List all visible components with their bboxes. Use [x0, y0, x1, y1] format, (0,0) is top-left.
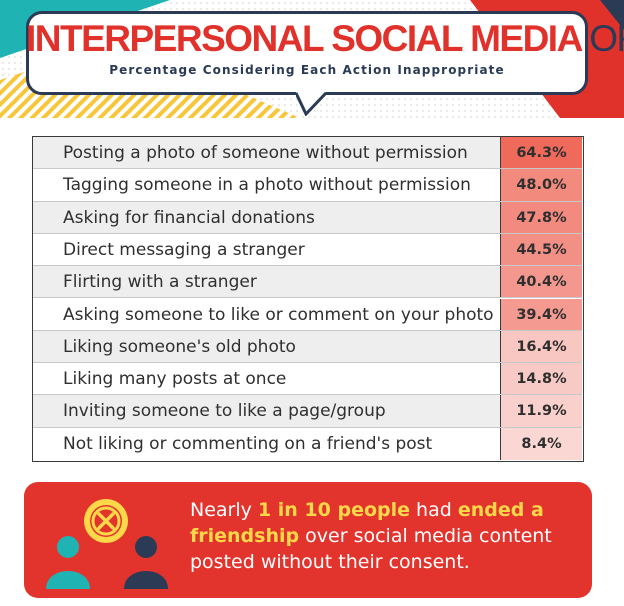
- callout-banner: Nearly 1 in 10 people had ended a friend…: [24, 482, 592, 598]
- row-value: 64.3%: [500, 137, 582, 169]
- callout-text-2: had: [410, 499, 458, 521]
- row-label: Tagging someone in a photo without permi…: [63, 175, 471, 196]
- callout-highlight-2: ended a friendship: [190, 499, 544, 547]
- row-value: 40.4%: [500, 266, 582, 298]
- row-value: 48.0%: [500, 169, 582, 201]
- row-value: 16.4%: [500, 330, 582, 363]
- row-value: 39.4%: [500, 298, 582, 330]
- row-label: Liking many posts at once: [63, 369, 287, 390]
- table-row: Asking someone to like or comment on you…: [33, 298, 582, 331]
- row-value: 47.8%: [500, 201, 582, 233]
- row-label: Flirting with a stranger: [63, 272, 257, 293]
- row-value: 8.4%: [500, 427, 582, 460]
- row-value: 44.5%: [500, 233, 582, 266]
- page-title: INTERPERSONAL SOCIAL MEDIA OFFENSES: [26, 18, 624, 60]
- table-row: Flirting with a stranger 40.4%: [33, 266, 582, 299]
- row-label: Direct messaging a stranger: [63, 239, 305, 260]
- row-label: Asking for financial donations: [63, 207, 315, 228]
- navy-band: [600, 0, 624, 30]
- title-speech-tail: [296, 92, 328, 116]
- table-row: Asking for financial donations 47.8%: [33, 201, 582, 234]
- row-label: Inviting someone to like a page/group: [63, 401, 386, 422]
- row-value: 14.8%: [500, 363, 582, 395]
- row-label: Liking someone's old photo: [63, 336, 296, 357]
- callout-text: Nearly 1 in 10 people had ended a friend…: [190, 497, 580, 575]
- row-label: Not liking or commenting on a friend's p…: [63, 433, 433, 454]
- table-row: Inviting someone to like a page/group 11.…: [33, 395, 582, 428]
- table-row: Liking someone's old photo 16.4%: [33, 330, 582, 364]
- callout-text-1: Nearly: [190, 499, 258, 521]
- row-label: Asking someone to like or comment on you…: [63, 304, 494, 325]
- table-row: Direct messaging a stranger 44.5%: [33, 233, 582, 267]
- title-red-part: INTERPERSONAL SOCIAL MEDIA: [26, 18, 582, 59]
- table-row: Posting a photo of someone without permi…: [33, 137, 582, 170]
- row-label: Posting a photo of someone without permi…: [63, 143, 468, 163]
- people-with-x-icon: [46, 499, 168, 589]
- table-row: Not liking or commenting on a friend's p…: [33, 427, 582, 460]
- title-navy-part: OFFENSES: [589, 18, 624, 59]
- title-box: [26, 11, 588, 95]
- table-row: Tagging someone in a photo without permi…: [33, 169, 582, 202]
- callout-text-3: over social media content posted without…: [190, 525, 552, 573]
- offenses-table: Posting a photo of someone without permi…: [32, 136, 584, 462]
- page-subtitle: Percentage Considering Each Action Inapp…: [109, 63, 505, 77]
- callout-highlight-1: 1 in 10 people: [257, 499, 411, 521]
- table-row: Liking many posts at once 14.8%: [33, 363, 582, 396]
- row-value: 11.9%: [500, 395, 582, 427]
